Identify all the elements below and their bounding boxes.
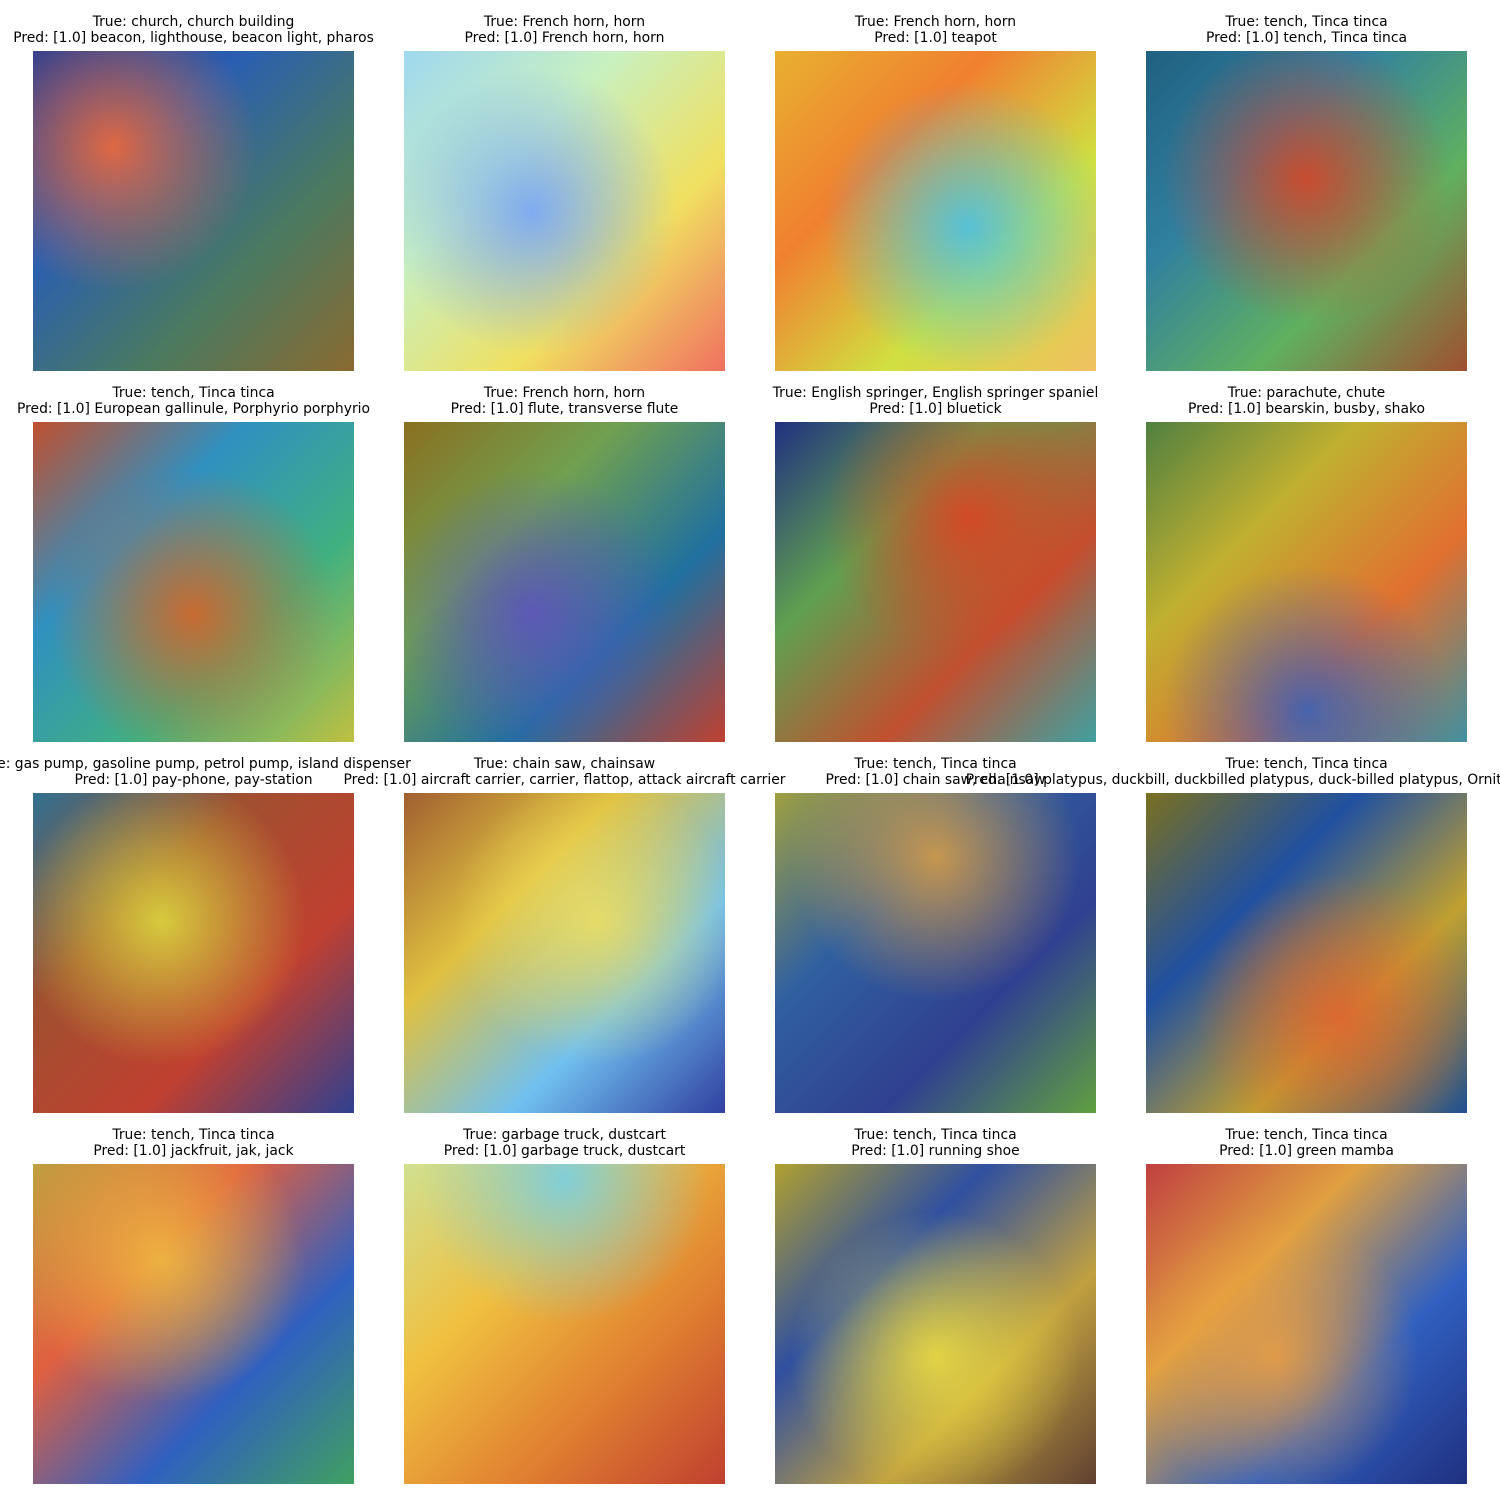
true-label: True: parachute, chute — [1227, 385, 1385, 401]
heatmap-hotspot — [1146, 422, 1467, 742]
true-label: True: French horn, horn — [483, 14, 645, 30]
pred-label: Pred: [1.0] garbage truck, dustcart — [444, 1143, 686, 1159]
true-label: True: tench, Tinca tinca — [111, 385, 274, 401]
pred-label: Pred: [1.0] aircraft carrier, carrier, f… — [344, 772, 786, 788]
pred-label: Pred: [1.0] pay-phone, pay-station — [74, 772, 312, 788]
heatmap-hotspot — [33, 1164, 354, 1484]
true-label: True: church, church building — [92, 14, 295, 30]
pred-label: Pred: [1.0] beacon, lighthouse, beacon l… — [13, 30, 374, 46]
heatmap-hotspot — [33, 422, 354, 742]
pred-label: Pred: [1.0] European gallinule, Porphyri… — [17, 401, 370, 417]
pred-label: Pred: [1.0] French horn, horn — [465, 30, 665, 46]
true-label: True: English springer, English springer… — [772, 385, 1099, 401]
heatmap-hotspot — [404, 793, 725, 1113]
heatmap-hotspot — [775, 51, 1096, 371]
pred-label: Pred: [1.0] teapot — [874, 30, 997, 46]
heatmap-hotspot — [404, 51, 725, 371]
heatmap-hotspot — [1146, 51, 1467, 371]
pred-label: Pred: [1.0] green mamba — [1219, 1143, 1394, 1159]
pred-label: Pred: [1.0] jackfruit, jak, jack — [93, 1143, 293, 1159]
heatmap-hotspot — [404, 1164, 725, 1484]
true-label: True: tench, Tinca tinca — [1224, 1127, 1387, 1143]
heatmap-hotspot — [1146, 793, 1467, 1113]
true-label: True: French horn, horn — [483, 385, 645, 401]
heatmap-hotspot — [33, 793, 354, 1113]
true-label: True: tench, Tinca tinca — [1224, 14, 1387, 30]
true-label: True: chain saw, chainsaw — [473, 756, 655, 772]
heatmap-hotspot — [1146, 1164, 1467, 1484]
image-panel: True: gas pump, gasoline pump, petrol pu… — [0, 756, 411, 1113]
pred-label: Pred: [1.0] platypus, duckbill, duckbill… — [966, 772, 1500, 788]
heatmap-hotspot — [775, 422, 1096, 742]
heatmap-hotspot — [404, 422, 725, 742]
pred-label: Pred: [1.0] bearskin, busby, shako — [1188, 401, 1425, 417]
true-label: True: French horn, horn — [854, 14, 1016, 30]
true-label: True: tench, Tinca tinca — [853, 756, 1016, 772]
pred-label: Pred: [1.0] running shoe — [851, 1143, 1019, 1159]
pred-label: Pred: [1.0] tench, Tinca tinca — [1206, 30, 1407, 46]
image-panel: True: English springer, English springer… — [772, 385, 1099, 742]
true-label: True: tench, Tinca tinca — [853, 1127, 1016, 1143]
pred-label: Pred: [1.0] chain saw, chainsaw — [825, 772, 1045, 788]
heatmap-hotspot — [775, 793, 1096, 1113]
pred-label: Pred: [1.0] flute, transverse flute — [451, 401, 679, 417]
true-label: True: gas pump, gasoline pump, petrol pu… — [0, 756, 411, 772]
heatmap-hotspot — [775, 1164, 1096, 1484]
true-label: True: garbage truck, dustcart — [462, 1127, 666, 1143]
heatmap-hotspot — [33, 51, 354, 371]
true-label: True: tench, Tinca tinca — [111, 1127, 274, 1143]
pred-label: Pred: [1.0] bluetick — [869, 401, 1001, 417]
true-label: True: tench, Tinca tinca — [1224, 756, 1387, 772]
